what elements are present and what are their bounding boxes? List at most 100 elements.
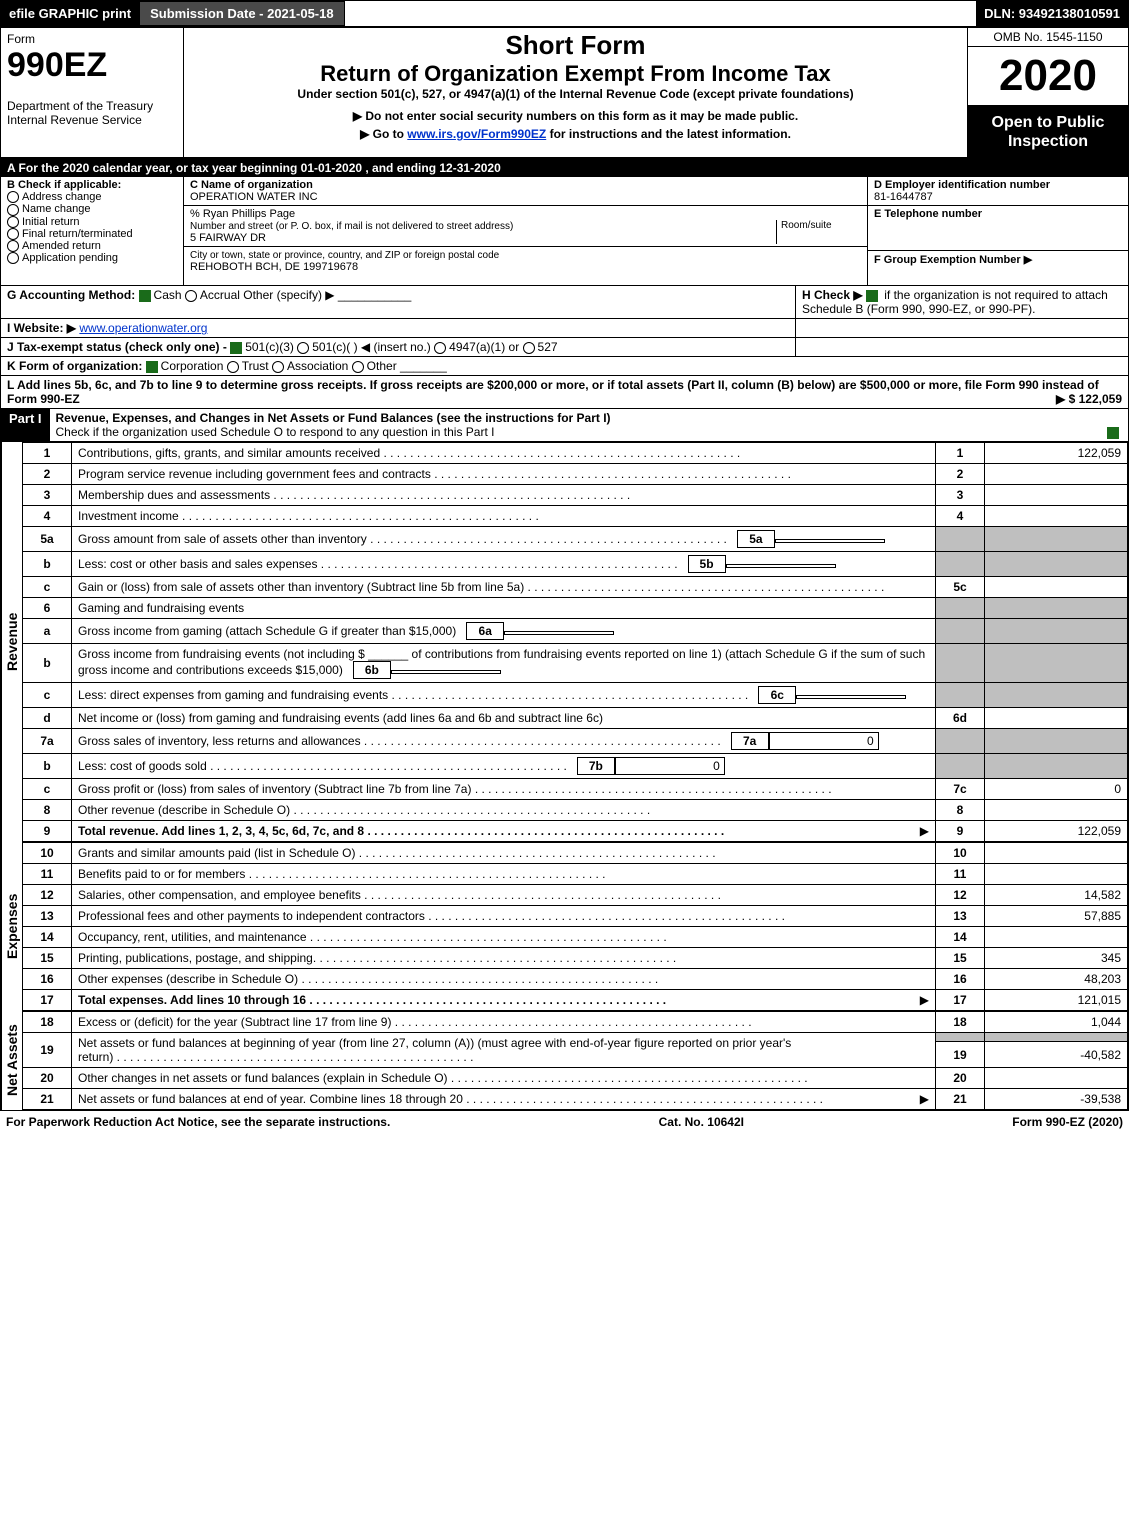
lv-grey xyxy=(985,729,1128,754)
part-1-heading: Revenue, Expenses, and Changes in Net As… xyxy=(56,411,611,425)
ln: 17 xyxy=(23,990,72,1011)
check-trust[interactable]: Trust xyxy=(227,359,269,373)
lv-grey xyxy=(985,598,1128,619)
lv xyxy=(985,506,1128,527)
ln: 15 xyxy=(23,948,72,969)
ln: 7a xyxy=(23,729,72,754)
check-501c-other[interactable]: 501(c)( ) ◀ (insert no.) xyxy=(297,340,431,354)
k-form-org-label: K Form of organization: xyxy=(7,359,142,373)
ln: d xyxy=(23,708,72,729)
tax-year-period: A For the 2020 calendar year, or tax yea… xyxy=(1,159,1128,177)
check-label: Final return/terminated xyxy=(22,228,133,240)
footer-paperwork-notice: For Paperwork Reduction Act Notice, see … xyxy=(6,1115,390,1129)
part-1-schedule-o-text: Check if the organization used Schedule … xyxy=(56,425,495,439)
expenses-table: 10Grants and similar amounts paid (list … xyxy=(22,842,1128,1011)
ld: Gross income from gaming (attach Schedul… xyxy=(72,619,936,644)
opt-label: Association xyxy=(287,359,348,373)
i-website-label: I Website: ▶ xyxy=(7,321,76,335)
ld: Professional fees and other payments to … xyxy=(72,906,936,927)
opt-label: Trust xyxy=(242,359,269,373)
omb-number: OMB No. 1545-1150 xyxy=(968,28,1128,47)
opt-label: 501(c)(3) xyxy=(245,340,294,354)
check-cash[interactable]: Cash xyxy=(139,288,182,302)
ln: 3 xyxy=(23,485,72,506)
lv: 1,044 xyxy=(985,1012,1128,1033)
efile-print-button[interactable]: efile GRAPHIC print xyxy=(1,1,139,26)
check-4947a1[interactable]: 4947(a)(1) or xyxy=(434,340,519,354)
ld: Gross sales of inventory, less returns a… xyxy=(72,729,936,754)
lv-grey xyxy=(985,754,1128,779)
rn: 21 xyxy=(936,1089,985,1110)
check-527[interactable]: 527 xyxy=(523,340,558,354)
lv-grey xyxy=(985,619,1128,644)
ln: 21 xyxy=(23,1089,72,1110)
ln: 4 xyxy=(23,506,72,527)
check-other-specify[interactable]: Other (specify) ▶ ___________ xyxy=(243,288,411,302)
ld: Grants and similar amounts paid (list in… xyxy=(72,843,936,864)
org-website-link[interactable]: www.operationwater.org xyxy=(79,321,207,335)
check-amended-return[interactable]: Amended return xyxy=(7,240,177,252)
rn-grey xyxy=(936,1033,985,1042)
check-final-return[interactable]: Final return/terminated xyxy=(7,228,177,240)
c-name-label: C Name of organization xyxy=(190,179,313,191)
under-section-text: Under section 501(c), 527, or 4947(a)(1)… xyxy=(186,87,965,101)
room-suite-label: Room/suite xyxy=(776,220,861,244)
rn: 17 xyxy=(936,990,985,1011)
ln: 12 xyxy=(23,885,72,906)
lv: -39,538 xyxy=(985,1089,1128,1110)
lv xyxy=(985,843,1128,864)
rn-grey xyxy=(936,552,985,577)
rn: 14 xyxy=(936,927,985,948)
check-association[interactable]: Association xyxy=(272,359,348,373)
ln: 2 xyxy=(23,464,72,485)
rn-grey xyxy=(936,598,985,619)
ld: Other revenue (describe in Schedule O) xyxy=(72,800,936,821)
rn: 3 xyxy=(936,485,985,506)
lv xyxy=(985,577,1128,598)
check-501c3[interactable]: 501(c)(3) xyxy=(230,340,294,354)
rn-grey xyxy=(936,754,985,779)
rn-grey xyxy=(936,644,985,683)
irs-form-link[interactable]: www.irs.gov/Form990EZ xyxy=(407,127,546,141)
ln: b xyxy=(23,644,72,683)
check-address-change[interactable]: Address change xyxy=(7,191,177,203)
rn: 1 xyxy=(936,443,985,464)
check-accrual[interactable]: Accrual xyxy=(185,288,240,302)
check-label: Initial return xyxy=(22,216,79,228)
schedule-o-checkbox[interactable] xyxy=(1107,427,1119,439)
check-name-change[interactable]: Name change xyxy=(7,203,177,215)
check-application-pending[interactable]: Application pending xyxy=(7,252,177,264)
check-corporation[interactable]: Corporation xyxy=(146,359,224,373)
ld: Occupancy, rent, utilities, and maintena… xyxy=(72,927,936,948)
g-accounting-label: G Accounting Method: xyxy=(7,288,135,302)
revenue-table: 1Contributions, gifts, grants, and simil… xyxy=(22,442,1128,842)
rn: 4 xyxy=(936,506,985,527)
check-label: Application pending xyxy=(22,252,118,264)
opt-label: 4947(a)(1) or xyxy=(449,340,519,354)
section-b-title: B Check if applicable: xyxy=(7,179,177,191)
rn: 18 xyxy=(936,1012,985,1033)
lv xyxy=(985,800,1128,821)
ld: Contributions, gifts, grants, and simila… xyxy=(72,443,936,464)
goto-line: ▶ Go to www.irs.gov/Form990EZ for instru… xyxy=(186,127,965,141)
lv-grey xyxy=(985,1033,1128,1042)
rn: 19 xyxy=(936,1042,985,1068)
city-state-zip: REHOBOTH BCH, DE 199719678 xyxy=(190,261,358,273)
ln: 20 xyxy=(23,1068,72,1089)
tax-year: 2020 xyxy=(968,47,1128,107)
j-tax-exempt-label: J Tax-exempt status (check only one) - xyxy=(7,340,227,354)
expenses-section-label: Expenses xyxy=(1,842,22,1011)
ld: Net assets or fund balances at beginning… xyxy=(72,1033,936,1068)
revenue-section-label: Revenue xyxy=(1,442,22,842)
ld: Other changes in net assets or fund bala… xyxy=(72,1068,936,1089)
footer-catalog-number: Cat. No. 10642I xyxy=(659,1115,744,1129)
submission-date-button[interactable]: Submission Date - 2021-05-18 xyxy=(139,1,345,26)
d-ein-label: D Employer identification number xyxy=(874,179,1050,191)
check-other-org[interactable]: Other _______ xyxy=(352,359,447,373)
check-initial-return[interactable]: Initial return xyxy=(7,216,177,228)
h-checkbox[interactable] xyxy=(866,290,878,302)
ld: Less: cost of goods sold 7b0 xyxy=(72,754,936,779)
lv: -40,582 xyxy=(985,1042,1128,1068)
lv xyxy=(985,485,1128,506)
rn: 13 xyxy=(936,906,985,927)
